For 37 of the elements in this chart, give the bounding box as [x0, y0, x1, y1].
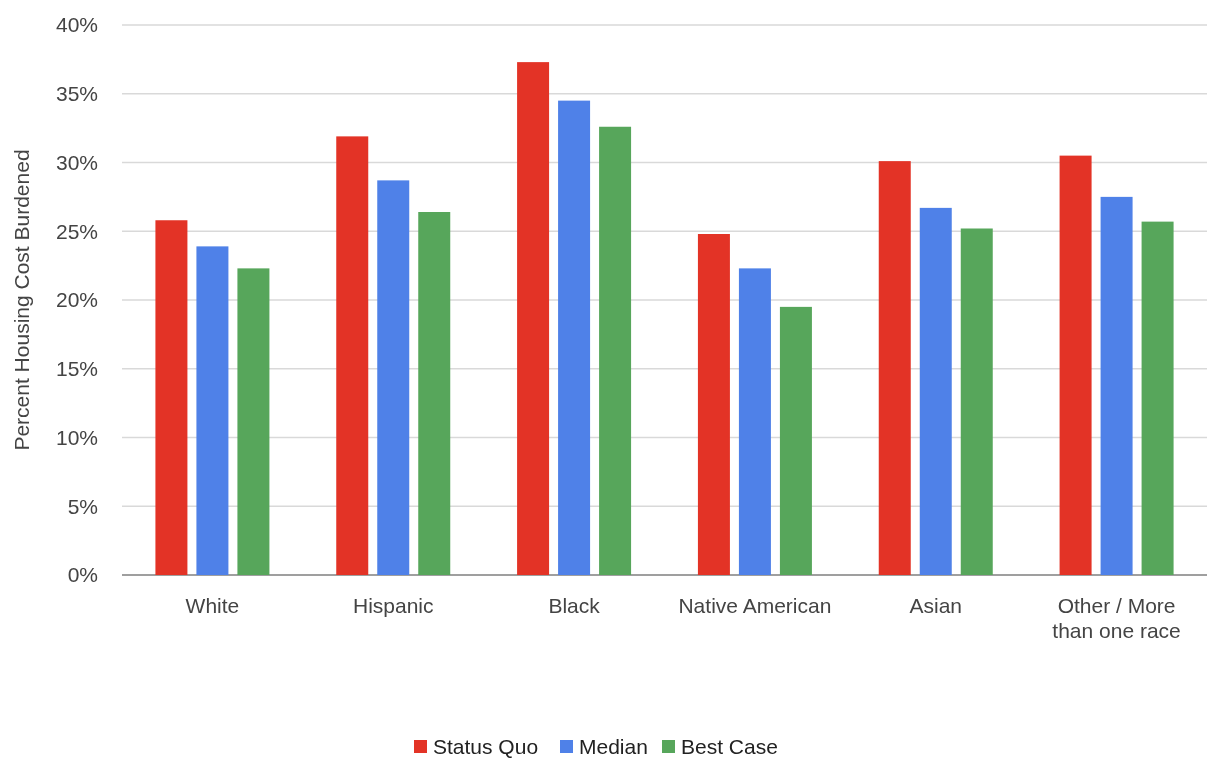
- bar: [237, 268, 270, 575]
- x-tick-label: Asian: [909, 594, 963, 617]
- bar: [1141, 221, 1174, 575]
- y-tick-label: 30%: [55, 150, 98, 174]
- y-tick-label: 10%: [55, 425, 98, 449]
- x-tick-label: Other / More than one race: [1052, 594, 1181, 642]
- y-tick-label: 20%: [55, 288, 98, 312]
- legend-label: Status Quo: [433, 735, 539, 758]
- x-tick-label: Black: [548, 594, 601, 617]
- bar: [779, 306, 812, 575]
- bar: [919, 207, 952, 575]
- bar: [336, 136, 369, 575]
- bar: [418, 212, 451, 575]
- x-tick-label: Hispanic: [352, 594, 434, 617]
- bar: [1059, 155, 1092, 575]
- bar: [697, 234, 730, 575]
- bar: [738, 268, 771, 575]
- y-tick-label: 35%: [55, 82, 98, 106]
- y-tick-label: 15%: [55, 357, 98, 381]
- bar: [377, 180, 410, 575]
- bar: [196, 246, 229, 575]
- y-tick-label: 0%: [67, 563, 98, 587]
- y-tick-label: 25%: [55, 219, 98, 243]
- bar: [599, 126, 632, 575]
- bar: [960, 228, 993, 575]
- legend-label: Best Case: [681, 735, 778, 758]
- x-tick-label: White: [185, 594, 240, 617]
- bar: [517, 62, 550, 575]
- legend-label: Median: [579, 735, 648, 758]
- y-axis-title: Percent Housing Cost Burdened: [10, 149, 33, 451]
- bar: [558, 100, 591, 575]
- bar: [878, 161, 911, 575]
- y-tick-label: 5%: [67, 494, 98, 518]
- x-tick-label: Native American: [678, 594, 832, 617]
- y-tick-label: 40%: [55, 13, 98, 37]
- bar: [1100, 196, 1133, 575]
- bar: [155, 220, 188, 575]
